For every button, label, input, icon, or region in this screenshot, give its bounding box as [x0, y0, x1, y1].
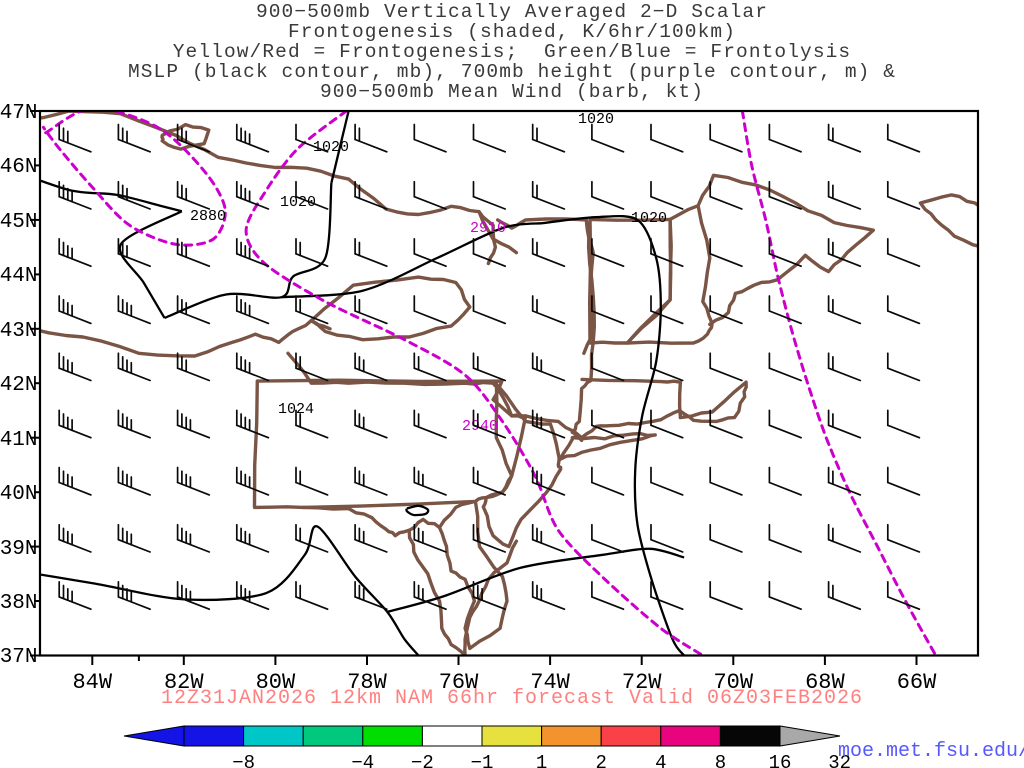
svg-text:43N: 43N [0, 320, 38, 343]
svg-text:37N: 37N [0, 646, 38, 669]
svg-text:2910: 2910 [470, 220, 506, 237]
svg-text:2880: 2880 [190, 208, 226, 225]
svg-text:38N: 38N [0, 592, 38, 615]
svg-text:1020: 1020 [631, 210, 667, 227]
svg-text:44N: 44N [0, 265, 38, 288]
svg-text:39N: 39N [0, 538, 38, 561]
svg-text:−8: −8 [232, 752, 255, 768]
svg-text:41N: 41N [0, 429, 38, 452]
svg-text:1020: 1020 [578, 111, 614, 128]
svg-text:40N: 40N [0, 483, 38, 506]
svg-text:8: 8 [715, 752, 726, 768]
svg-text:−4: −4 [351, 752, 374, 768]
svg-text:42N: 42N [0, 374, 38, 397]
svg-text:16: 16 [769, 752, 792, 768]
svg-text:1: 1 [536, 752, 547, 768]
svg-text:46N: 46N [0, 156, 38, 179]
svg-text:4: 4 [655, 752, 666, 768]
svg-text:2: 2 [595, 752, 606, 768]
svg-text:−2: −2 [411, 752, 434, 768]
svg-text:45N: 45N [0, 211, 38, 234]
svg-text:−1: −1 [471, 752, 494, 768]
svg-text:47N: 47N [0, 102, 38, 125]
